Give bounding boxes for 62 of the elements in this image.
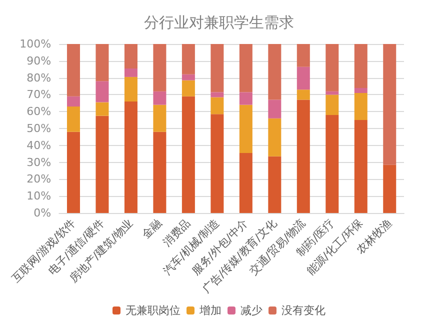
y-tick-label: 90%	[26, 54, 52, 68]
legend-label: 没有变化	[282, 304, 326, 317]
bar	[66, 132, 80, 213]
chart-title: 分行业对兼职学生需求	[144, 14, 294, 32]
bar	[210, 92, 224, 98]
bar	[124, 68, 138, 77]
bar	[153, 44, 166, 92]
bar	[239, 92, 252, 105]
bar	[96, 116, 109, 213]
bar	[354, 120, 368, 213]
bar	[124, 76, 138, 102]
bar	[268, 100, 282, 118]
legend-label: 增加	[198, 304, 222, 317]
bar	[210, 44, 224, 92]
legend-label: 减少	[240, 304, 262, 317]
bar	[326, 114, 339, 213]
bar	[239, 104, 252, 154]
y-tick-label: 0%	[34, 206, 52, 220]
bar	[239, 153, 252, 213]
bar	[96, 102, 109, 116]
bar	[354, 88, 368, 94]
bar	[296, 100, 310, 213]
bar	[66, 44, 80, 96]
y-tick-label: 70%	[26, 88, 52, 102]
bar	[210, 97, 224, 114]
bar	[268, 156, 282, 213]
y-tick-label: 20%	[26, 172, 52, 186]
bar	[268, 44, 282, 100]
bar	[296, 44, 310, 67]
bar	[153, 104, 166, 132]
y-tick-label: 50%	[26, 122, 52, 135]
bar	[182, 44, 195, 74]
y-tick-label: 30%	[26, 156, 52, 169]
bar	[239, 44, 252, 92]
bar	[268, 118, 282, 156]
bar	[182, 74, 195, 80]
bar	[124, 101, 138, 213]
bar	[383, 164, 396, 213]
bar	[182, 80, 195, 96]
bar	[153, 91, 166, 105]
bar	[66, 96, 80, 107]
bar	[153, 132, 166, 213]
legend-label: 无兼职岗位	[126, 304, 180, 317]
bar	[96, 81, 109, 102]
bar	[124, 44, 138, 69]
y-tick-label: 60%	[26, 105, 52, 118]
bar	[326, 44, 339, 92]
x-tick-label: 金融	[140, 216, 164, 242]
bar	[354, 93, 368, 120]
bar	[66, 106, 80, 132]
bar	[354, 44, 368, 88]
bar	[296, 66, 310, 90]
y-tick-label: 100%	[20, 38, 52, 50]
y-tick-label: 10%	[26, 190, 52, 203]
bar	[210, 114, 224, 213]
y-tick-label: 40%	[26, 138, 52, 152]
bar	[326, 94, 339, 115]
bar	[182, 96, 195, 213]
bar	[96, 44, 109, 82]
bar	[296, 90, 310, 100]
y-tick-label: 80%	[26, 71, 52, 84]
bar	[383, 44, 396, 165]
